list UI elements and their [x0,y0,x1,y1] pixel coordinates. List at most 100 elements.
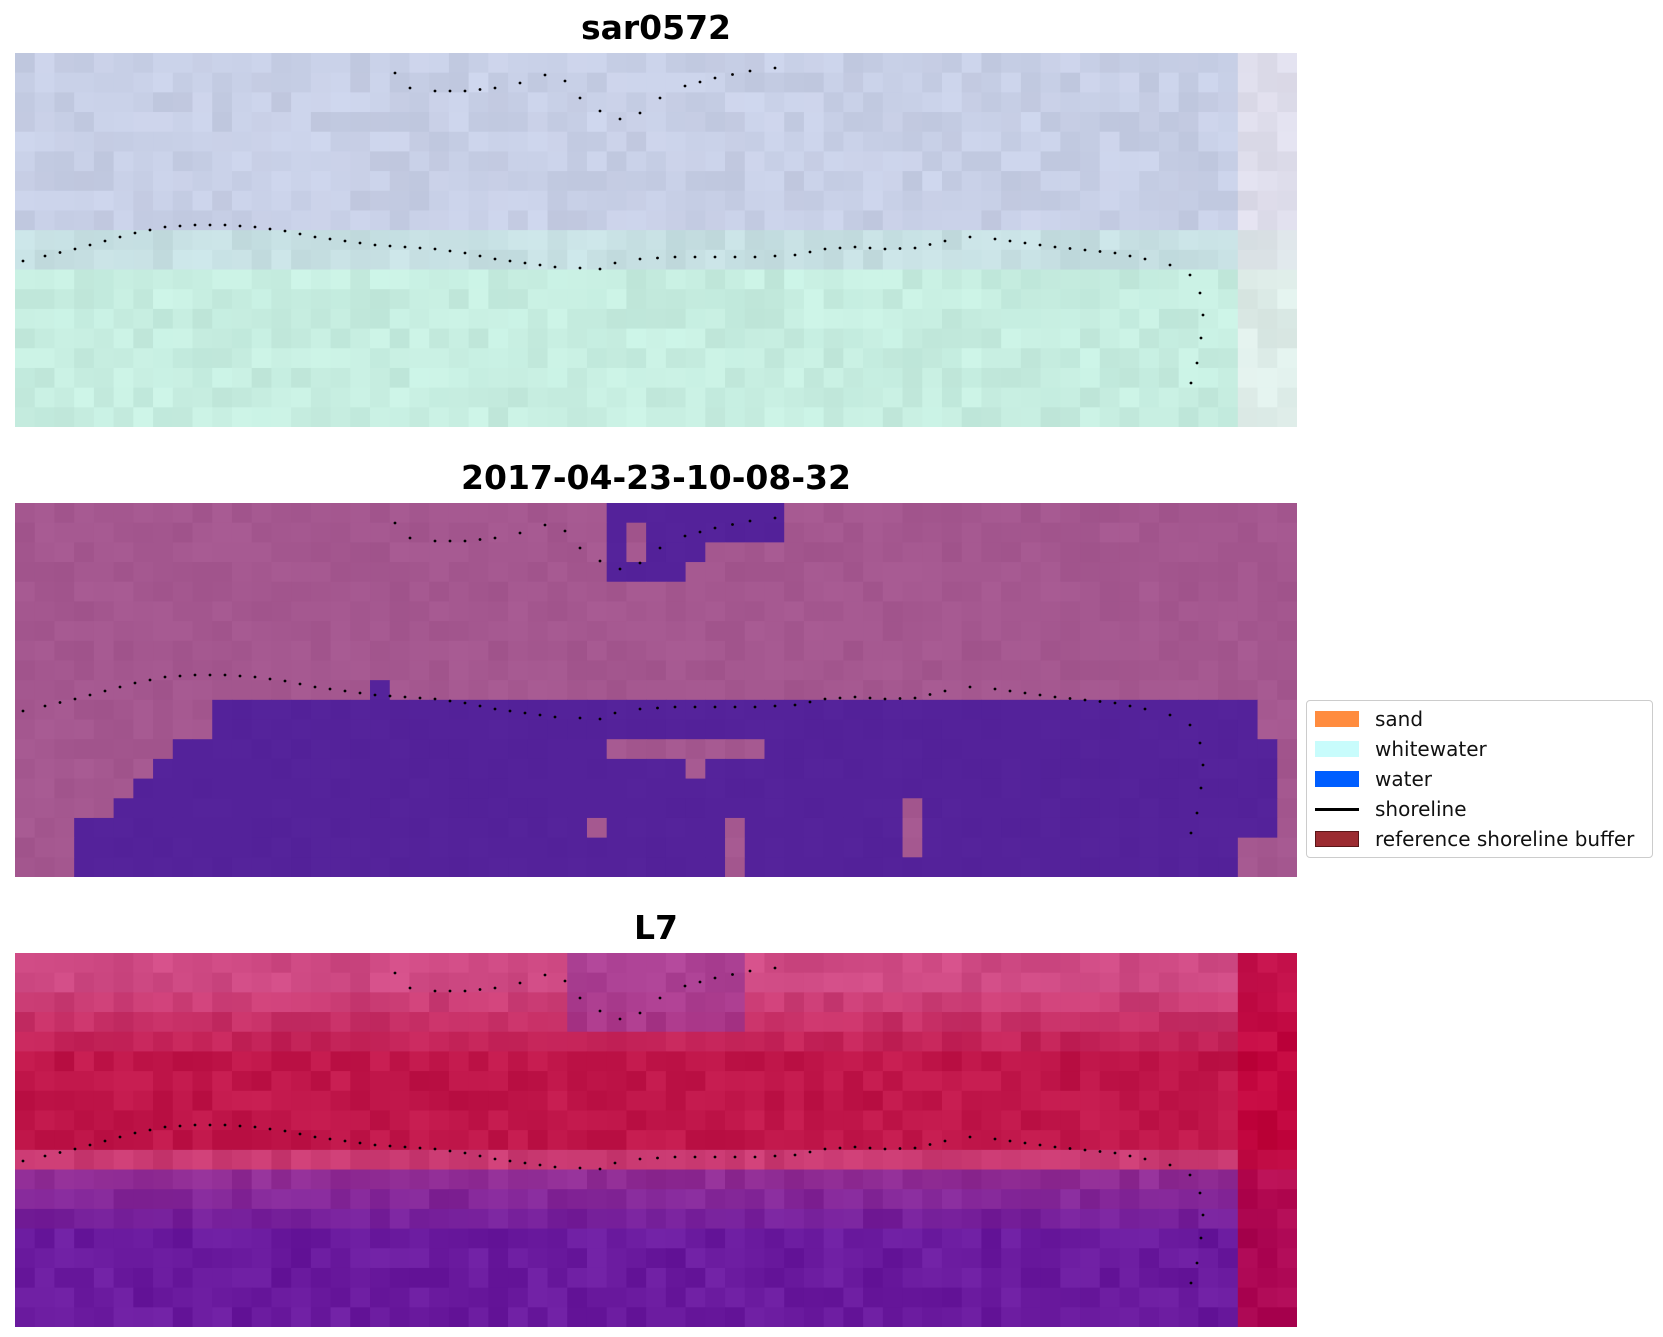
shoreline-point [773,66,777,70]
shoreline-point [898,247,902,250]
shoreline-point [493,707,497,711]
shoreline-point [418,246,422,250]
shoreline-point [1068,247,1072,250]
shoreline-point [43,254,47,258]
shoreline-point [638,257,642,261]
shoreline-point [1195,811,1199,815]
shoreline-point [658,546,662,550]
shoreline-point [193,673,197,677]
shoreline-point [753,705,757,709]
shoreline-point [713,255,717,259]
shoreline-point [748,69,752,73]
shoreline-point [208,223,212,227]
shoreline-point [773,966,777,970]
shoreline-point [253,225,257,229]
shoreline-point [493,86,497,90]
shoreline-point [1143,707,1147,711]
shoreline-point [1195,1261,1199,1265]
shoreline-point [433,1147,437,1151]
shoreline-point [478,254,482,258]
shoreline-point [553,1165,557,1169]
shoreline-point [73,1147,77,1151]
shoreline-point [163,225,167,229]
shoreline-point [898,1147,902,1150]
shoreline-point [1038,1143,1042,1147]
shoreline-point [133,231,137,235]
shoreline-point [1098,700,1102,703]
shoreline-point [358,1141,362,1145]
shoreline-point [673,1155,677,1159]
shoreline-point [58,1151,62,1154]
shoreline-point [393,71,397,75]
shoreline-point [463,1151,467,1155]
shoreline-point [683,984,687,988]
shoreline-point [223,673,227,677]
shoreline-point [358,241,362,245]
shoreline-point [518,531,522,535]
shoreline-point [1201,763,1205,767]
shoreline-point [928,243,932,246]
shoreline-point [673,705,677,709]
shoreline-point [1083,698,1087,702]
shoreline-point [693,705,697,709]
shoreline-point [448,699,452,703]
shoreline-point [43,1154,47,1158]
shoreline-point [1098,1150,1102,1153]
shoreline-point [748,969,752,973]
shoreline-point [268,1127,272,1131]
shoreline-point [638,561,642,565]
shoreline-point [268,677,272,681]
shoreline-point [1189,381,1193,385]
shoreline-point [518,81,522,85]
shoreline-point [88,1143,92,1147]
shoreline-point [598,559,602,563]
shoreline-point [1128,1154,1132,1158]
shoreline-point [898,697,902,700]
shoreline-point [773,254,777,258]
shoreline-point [508,1159,512,1163]
shoreline-point [313,1135,317,1139]
shoreline-point [538,713,542,717]
shoreline-point [838,246,842,250]
shoreline-point [328,1137,332,1141]
shoreline-point [578,1166,582,1170]
shoreline-point [868,696,872,700]
shoreline-point [698,80,702,84]
legend: sand whitewater water shoreline referenc… [1306,700,1653,858]
shoreline-point [968,685,972,689]
shoreline-point [1195,361,1199,365]
shoreline-point [823,1147,827,1151]
shoreline-point [618,117,622,121]
shoreline-point [1038,693,1042,697]
shoreline-point [823,697,827,701]
shoreline-point [598,1009,602,1013]
shoreline-point [1198,741,1202,745]
shoreline-point [268,227,272,231]
shoreline-point [656,1156,659,1160]
shoreline-point [163,675,167,679]
shoreline-point [1083,1148,1087,1152]
shoreline-point [88,693,92,697]
legend-label: whitewater [1375,737,1487,761]
shoreline-point [523,711,527,715]
shoreline-point [823,247,827,251]
shoreline-point [543,73,547,77]
shoreline-point [853,1145,857,1149]
shoreline-point [838,1146,842,1150]
shoreline-point [1068,697,1072,700]
shoreline-point [943,1139,947,1143]
shoreline-point [543,523,547,527]
shoreline-point [658,96,662,100]
shoreline-point [478,704,482,708]
shoreline-point [21,259,25,263]
shoreline-point [563,79,567,83]
shoreline-point [73,697,77,701]
shoreline-point [373,693,377,697]
shoreline-point [373,243,377,247]
shoreline-point [193,223,197,227]
shoreline-point [943,689,947,693]
shoreline-point [598,109,602,113]
legend-swatch-whitewater [1315,741,1359,757]
shoreline-point [553,265,557,269]
shoreline-point [493,257,497,261]
